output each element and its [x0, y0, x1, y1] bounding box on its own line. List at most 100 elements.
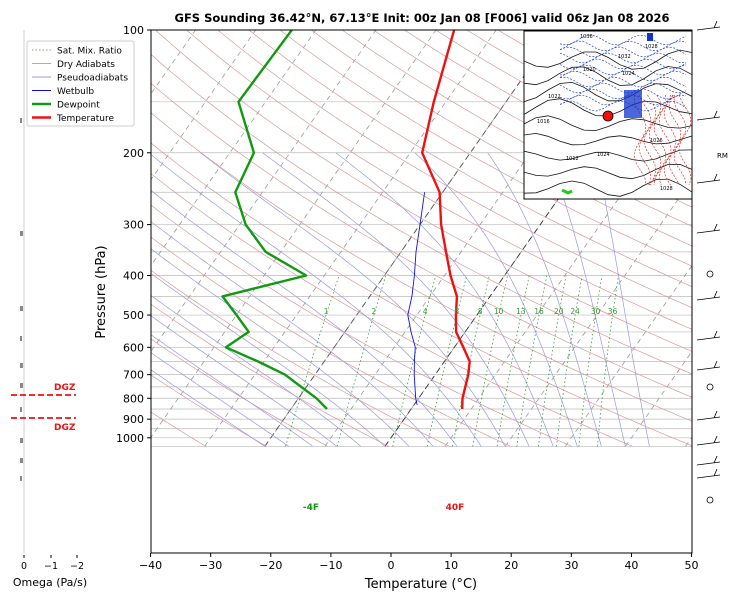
- inset-map-label: 1028: [660, 186, 673, 192]
- omega-bar: [20, 458, 23, 463]
- dgz-label: DGZ: [54, 423, 76, 433]
- mixing-ratio-line: [597, 275, 619, 447]
- y-tick-label: 800: [123, 392, 144, 405]
- legend-entry: Wetbulb: [57, 87, 94, 97]
- surface-temperature-label: 40F: [446, 503, 465, 513]
- location-marker: [602, 110, 614, 122]
- omega-bar: [20, 306, 23, 311]
- mixing-ratio-label: 4: [423, 307, 428, 316]
- y-tick-label: 500: [123, 309, 144, 322]
- dry-adiabat: [151, 173, 633, 447]
- dry-adiabat: [151, 269, 450, 447]
- calm-wind-marker: [706, 383, 714, 391]
- surface-dewpoint-label: -4F: [303, 503, 319, 513]
- wetbulb-line: [407, 192, 426, 405]
- plot-area: [151, 30, 692, 447]
- mixing-ratio-label: 36: [608, 307, 618, 316]
- y-tick-label: 200: [123, 147, 144, 160]
- y-axis-label: Pressure (hPa): [94, 245, 109, 338]
- moist-adiabat: [151, 190, 458, 447]
- dgz-label: DGZ: [54, 383, 76, 393]
- mixing-ratio-label: 24: [570, 307, 580, 316]
- dry-adiabat: [217, 30, 692, 309]
- dry-adiabat: [151, 82, 692, 398]
- inset-map-label: 1020: [583, 67, 596, 73]
- omega-bar: [20, 407, 22, 412]
- moist-adiabat: [151, 221, 434, 447]
- inset-map-label: 1028: [645, 44, 658, 50]
- wind-barb: [696, 296, 721, 301]
- isotherm-line: [504, 178, 692, 447]
- mixing-ratio-label: 1: [324, 307, 329, 316]
- dry-adiabat: [248, 30, 692, 288]
- y-tick-label: 900: [123, 413, 144, 426]
- dewpoint-line: [221, 30, 328, 410]
- mixing-ratio-label: 6: [454, 307, 459, 316]
- dry-adiabat: [155, 30, 692, 352]
- x-tick-label: −10: [319, 559, 342, 572]
- moist-adiabat: [151, 334, 314, 447]
- y-tick-label: 400: [123, 270, 144, 283]
- chart-title: GFS Sounding 36.42°N, 67.13°E Init: 00z …: [175, 11, 670, 25]
- mixing-ratio-line: [336, 275, 387, 447]
- omega-bar: [20, 438, 23, 443]
- y-tick-label: 700: [123, 369, 144, 382]
- legend: Sat. Mix. Ratio Dry Adiabats Pseudoadiabat…: [26, 40, 135, 127]
- mixing-ratio-label: 16: [534, 307, 544, 316]
- mixing-ratio-label: 2: [371, 307, 376, 316]
- moist-adiabat: [151, 352, 289, 447]
- y-tick-label: 100: [123, 24, 144, 37]
- omega-bar: [20, 118, 22, 123]
- calm-wind-marker: [706, 270, 714, 278]
- x-tick-label: 10: [444, 559, 458, 572]
- isotherm-line: [204, 30, 497, 447]
- y-tick-label: 1000: [116, 432, 144, 445]
- inset-map-label: 1016: [537, 119, 550, 125]
- inset-map-label: 1024: [622, 71, 635, 77]
- x-tick-label: 20: [504, 559, 518, 572]
- moist-adiabat: [151, 369, 265, 447]
- x-tick-label: −40: [139, 559, 162, 572]
- moist-adiabat: [151, 315, 338, 447]
- inset-map: 1036 1032 1028 1024 1020 1016 1012 1024 1026 1028…: [523, 30, 693, 200]
- wind-barb: [696, 366, 721, 371]
- x-tick-label: 30: [564, 559, 578, 572]
- dry-adiabat: [151, 411, 207, 447]
- inset-map-label: 1036: [580, 34, 593, 40]
- dry-adiabat: [151, 374, 268, 447]
- moist-adiabat: [262, 152, 530, 447]
- omega-bar: [20, 336, 22, 341]
- legend-entry: Dry Adiabats: [57, 60, 115, 70]
- moist-adiabat: [414, 152, 578, 447]
- isotherm-line: [625, 350, 692, 447]
- x-tick-label: 50: [685, 559, 699, 572]
- wind-barb: [696, 179, 721, 184]
- isotherm-line: [151, 30, 257, 181]
- moist-adiabat: [151, 295, 362, 447]
- wind-label: RM: [717, 152, 728, 160]
- wind-barb: [696, 26, 721, 31]
- mixing-ratio-label: 30: [591, 307, 601, 316]
- omega-bar: [20, 363, 23, 368]
- x-axis-label: Temperature (°C): [364, 577, 477, 592]
- x-tick-label: 40: [624, 559, 638, 572]
- moist-adiabat: [151, 248, 410, 447]
- isotherm-line: [151, 30, 377, 352]
- x-tick-label: −20: [259, 559, 282, 572]
- omega-tick-label: −2: [70, 561, 84, 572]
- mixing-ratio-label: 20: [554, 307, 564, 316]
- moist-adiabat: [151, 154, 482, 447]
- calm-wind-marker: [706, 496, 714, 504]
- mixing-ratio-line: [285, 275, 340, 447]
- inset-map-label: 1022: [548, 94, 561, 100]
- y-tick-label: 600: [123, 341, 144, 354]
- moist-adiabat: [200, 152, 506, 447]
- omega-bar: [20, 231, 23, 236]
- mixing-ratio-label: 8: [478, 307, 483, 316]
- dry-adiabat: [151, 204, 572, 447]
- wind-barb: [696, 416, 721, 421]
- wind-barb: [696, 336, 721, 341]
- dry-adiabat: [151, 338, 328, 447]
- omega-tick-label: 0: [21, 561, 27, 572]
